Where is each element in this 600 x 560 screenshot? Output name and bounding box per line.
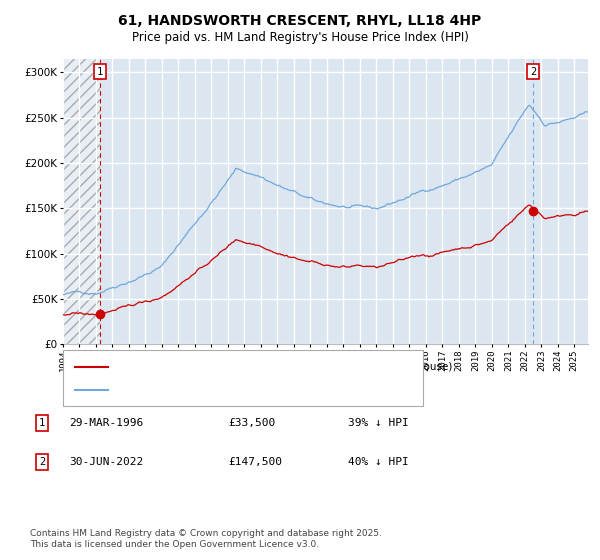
Text: 2: 2 — [39, 457, 45, 467]
Text: 2: 2 — [530, 67, 536, 77]
Text: 40% ↓ HPI: 40% ↓ HPI — [348, 457, 409, 467]
Text: 29-MAR-1996: 29-MAR-1996 — [69, 418, 143, 428]
Text: 61, HANDSWORTH CRESCENT, RHYL, LL18 4HP: 61, HANDSWORTH CRESCENT, RHYL, LL18 4HP — [118, 14, 482, 28]
Text: Contains HM Land Registry data © Crown copyright and database right 2025.
This d: Contains HM Land Registry data © Crown c… — [30, 529, 382, 549]
Bar — [63, 59, 100, 344]
Bar — [63, 59, 100, 344]
Text: 61, HANDSWORTH CRESCENT, RHYL, LL18 4HP (detached house): 61, HANDSWORTH CRESCENT, RHYL, LL18 4HP … — [114, 362, 452, 372]
Text: 1: 1 — [97, 67, 103, 77]
Text: 30-JUN-2022: 30-JUN-2022 — [69, 457, 143, 467]
Text: £33,500: £33,500 — [228, 418, 275, 428]
Text: 1: 1 — [39, 418, 45, 428]
Text: 39% ↓ HPI: 39% ↓ HPI — [348, 418, 409, 428]
Text: Price paid vs. HM Land Registry's House Price Index (HPI): Price paid vs. HM Land Registry's House … — [131, 31, 469, 44]
Text: HPI: Average price, detached house, Denbighshire: HPI: Average price, detached house, Denb… — [114, 385, 376, 395]
Text: £147,500: £147,500 — [228, 457, 282, 467]
